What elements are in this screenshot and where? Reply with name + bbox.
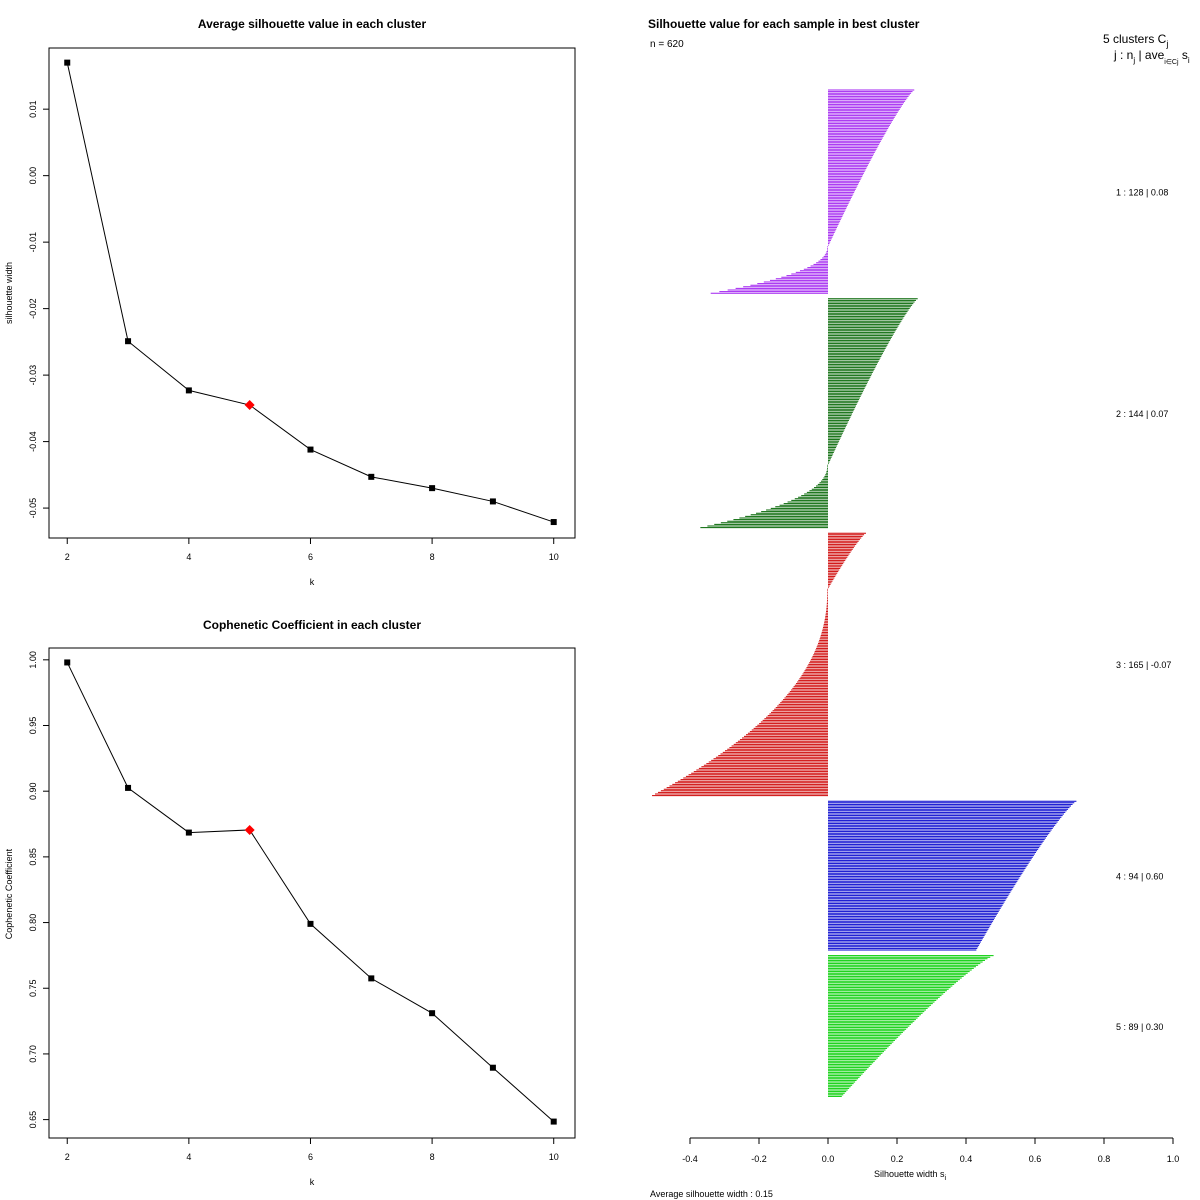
x-tick-label: 6 (308, 552, 313, 562)
panel1-ylabel: silhouette width (4, 262, 14, 324)
cluster-label: 4 : 94 | 0.60 (1116, 871, 1163, 881)
subheader-sub2: i∈Cj (1164, 59, 1179, 66)
silhouette-bars (652, 89, 1077, 1097)
y-tick-label: -0.04 (28, 431, 38, 452)
highlight-point (244, 824, 255, 835)
y-tick-label: -0.02 (28, 298, 38, 319)
cluster-labels: 1 : 128 | 0.08 2 : 144 | 0.07 3 : 165 | -0… (1116, 187, 1171, 1031)
x-tick-label: 0.6 (1029, 1154, 1042, 1164)
sample-count-label: n = 620 (650, 39, 684, 50)
x-tick-label: -0.4 (682, 1154, 698, 1164)
cluster-label: 3 : 165 | -0.07 (1116, 660, 1171, 670)
data-point (368, 975, 375, 982)
y-tick-label: 0.80 (28, 914, 38, 932)
data-point (489, 1064, 496, 1071)
data-point (429, 485, 436, 492)
panel1-title: Average silhouette value in each cluster (198, 17, 427, 31)
y-tick-label: 0.90 (28, 782, 38, 800)
data-point (125, 338, 132, 345)
x-tick-label: 4 (186, 1152, 191, 1162)
subheader-sub1: j (1132, 56, 1135, 65)
data-point (307, 446, 314, 453)
panel3-xlabel: Silhouette width si (874, 1169, 947, 1182)
x-tick-label: 0.4 (960, 1154, 973, 1164)
y-tick-label: 1.00 (28, 651, 38, 669)
subheader-part3: s (1179, 48, 1188, 62)
panel2-xlabel: k (310, 1177, 315, 1187)
panel3-xlabel-sub: i (944, 1175, 946, 1182)
x-tick-label: 0.0 (822, 1154, 835, 1164)
clusters-header-sub: j (1165, 39, 1168, 49)
panel1-y-axis: 0.01 0.00 -0.01 -0.02 -0.03 -0.04 -0.05 (28, 100, 49, 518)
x-tick-label: 2 (65, 552, 70, 562)
panel2-frame (48, 647, 576, 1139)
cluster-label: 2 : 144 | 0.07 (1116, 409, 1168, 419)
panel2-series (64, 659, 557, 1125)
subheader-part2: | ave (1135, 48, 1164, 62)
cluster-label: 5 : 89 | 0.30 (1116, 1022, 1163, 1032)
highlight-point (244, 400, 255, 411)
x-tick-label: 0.8 (1098, 1154, 1111, 1164)
y-tick-label: 0.65 (28, 1111, 38, 1129)
x-tick-label: 8 (430, 1152, 435, 1162)
cluster-label: 1 : 128 | 0.08 (1116, 187, 1168, 197)
data-point (368, 473, 375, 480)
x-tick-label: 10 (549, 552, 559, 562)
panel3-x-axis: -0.4 -0.2 0.0 0.2 0.4 0.6 0.8 1.0 (682, 1137, 1180, 1164)
y-tick-label: 0.75 (28, 979, 38, 997)
series-line (66, 62, 554, 523)
y-tick-label: 0.00 (28, 167, 38, 185)
y-tick-label: 0.01 (28, 100, 38, 118)
y-tick-label: -0.03 (28, 365, 38, 386)
clusters-header-text: 5 clusters C (1103, 32, 1167, 46)
data-point (64, 659, 71, 666)
data-point (550, 519, 557, 526)
panel3-xlabel-text: Silhouette width s (874, 1169, 945, 1179)
panel2-ylabel: Cophenetic Coefficient (4, 848, 14, 939)
panel2-title: Cophenetic Coefficient in each cluster (203, 618, 421, 632)
subheader-sub3: i (1188, 56, 1190, 65)
y-tick-label: -0.01 (28, 232, 38, 253)
panel1-xlabel: k (310, 577, 315, 587)
panel1-frame (48, 47, 576, 539)
data-point (185, 829, 192, 836)
data-point (125, 784, 132, 791)
x-tick-label: 4 (186, 552, 191, 562)
data-point (307, 920, 314, 927)
panel2-x-axis: 2 4 6 8 10 (65, 1138, 559, 1162)
cophenetic-line-panel: Cophenetic Coefficient in each cluster 2… (4, 618, 576, 1187)
y-tick-label: 0.85 (28, 848, 38, 866)
panel2-y-axis: 1.00 0.95 0.90 0.85 0.80 0.75 0.70 0.65 (28, 651, 49, 1128)
y-tick-label: 0.95 (28, 717, 38, 735)
data-point (64, 59, 71, 66)
clusters-subheader: j : nj | avei∈Cj si (1113, 48, 1190, 66)
series-line (66, 662, 555, 1122)
silhouette-bar-panel: Silhouette value for each sample in best… (648, 17, 1190, 1199)
subheader-part1: j : n (1113, 48, 1133, 62)
data-point (185, 387, 192, 394)
x-tick-label: 0.2 (891, 1154, 904, 1164)
x-tick-label: 1.0 (1167, 1154, 1180, 1164)
y-tick-label: -0.05 (28, 498, 38, 519)
x-tick-label: 8 (430, 552, 435, 562)
y-tick-label: 0.70 (28, 1045, 38, 1063)
silhouette-line-panel: Average silhouette value in each cluster… (4, 17, 576, 587)
x-tick-label: 10 (549, 1152, 559, 1162)
data-point (489, 498, 496, 505)
clusters-header: 5 clusters Cj (1103, 32, 1168, 49)
data-point (550, 1118, 557, 1125)
average-width-footer: Average silhouette width : 0.15 (650, 1189, 773, 1199)
panel1-x-axis: 2 4 6 8 10 (65, 538, 559, 562)
data-point (429, 1010, 436, 1017)
x-tick-label: -0.2 (751, 1154, 767, 1164)
panel3-title: Silhouette value for each sample in best… (648, 17, 920, 31)
x-tick-label: 6 (308, 1152, 313, 1162)
panel1-series (64, 59, 557, 526)
x-tick-label: 2 (65, 1152, 70, 1162)
